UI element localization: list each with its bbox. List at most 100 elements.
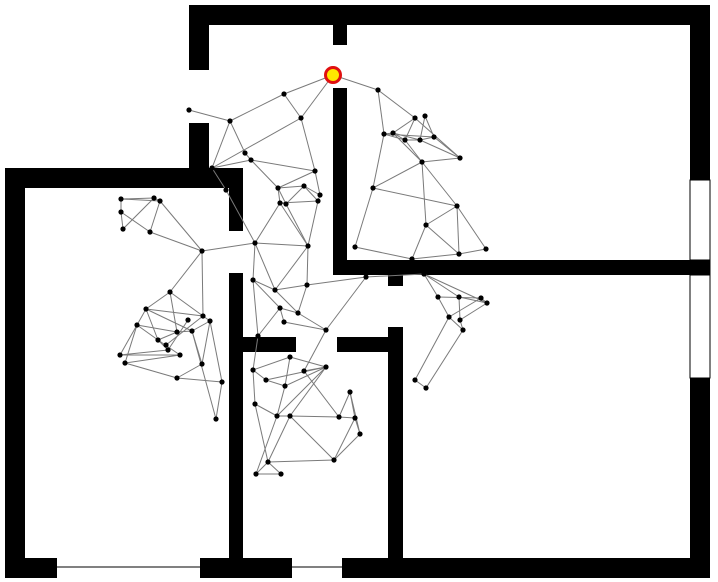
roadmap-edge (149, 231, 203, 252)
wall-top (189, 5, 710, 25)
roadmap-edge (303, 329, 327, 372)
roadmap-node (312, 168, 318, 174)
roadmap-node (278, 471, 284, 477)
roadmap-edge (149, 200, 161, 233)
roadmap-node (381, 131, 387, 137)
roadmap-edge (157, 331, 178, 341)
wall-upper-divider-top (333, 5, 347, 45)
wall-left-outer (5, 168, 25, 578)
roadmap-node (227, 118, 233, 124)
roadmap-node (336, 414, 342, 420)
roadmap-node (281, 91, 287, 97)
roadmap-node (263, 377, 269, 383)
roadmap-node (163, 342, 169, 348)
roadmap-node (265, 459, 271, 465)
roadmap-node (143, 306, 149, 312)
window-right (689, 179, 711, 379)
roadmap-edge (456, 205, 460, 255)
roadmap-node (457, 317, 463, 323)
roadmap-edge (215, 381, 223, 420)
roadmap-edge (300, 117, 316, 172)
roadmap-node (370, 185, 376, 191)
roadmap-node (419, 159, 425, 165)
roadmap-edge (252, 369, 267, 381)
start-node[interactable] (324, 66, 342, 84)
roadmap-edge (289, 366, 327, 417)
roadmap-node (272, 287, 278, 293)
roadmap-edge (297, 284, 308, 314)
roadmap-edge (354, 246, 413, 260)
roadmap-node (277, 200, 283, 206)
roadmap-node (151, 195, 157, 201)
roadmap-node (252, 401, 258, 407)
roadmap-edge (433, 136, 461, 159)
start-marker[interactable] (324, 66, 342, 84)
roadmap-node (357, 431, 363, 437)
roadmap-node (287, 413, 293, 419)
roadmap-nodes (117, 72, 490, 477)
wall-upper-left-stub (189, 5, 209, 70)
roadmap-edge (229, 93, 285, 122)
wall-bottom-3 (342, 558, 710, 578)
roadmap-edge (392, 132, 421, 141)
roadmap-edge (425, 224, 460, 255)
roadmap-edge (283, 321, 327, 331)
roadmap-edge (252, 242, 256, 281)
roadmap-node (117, 352, 123, 358)
roadmap-edge (145, 308, 204, 317)
roadmap-edge (333, 433, 361, 461)
walls (5, 5, 711, 578)
wall-bottom-2 (200, 558, 292, 578)
roadmap-node (189, 328, 195, 334)
roadmap-node (219, 379, 225, 385)
roadmap-edge (136, 324, 159, 341)
wall-stub-small (388, 260, 403, 286)
roadmap-edge (191, 330, 217, 420)
roadmap-node (331, 457, 337, 463)
roadmap-edge (211, 120, 231, 169)
roadmap-node (177, 352, 183, 358)
roadmap-edge (424, 115, 435, 138)
roadmap-node (147, 229, 153, 235)
roadmap-edge (157, 339, 181, 356)
wall-upper-left-stub-lower (189, 123, 209, 178)
roadmap-node (478, 295, 484, 301)
roadmap-edge (277, 170, 316, 189)
roadmap-node (422, 113, 428, 119)
roadmap-edge (284, 366, 327, 387)
roadmap-edge (307, 200, 319, 247)
roadmap-edge (458, 296, 461, 321)
roadmap-node (375, 87, 381, 93)
roadmap-edge (122, 197, 155, 230)
roadmap-edge (267, 415, 291, 463)
roadmap-edge (383, 133, 406, 141)
roadmap-edge (267, 461, 282, 475)
roadmap-edge (279, 202, 309, 247)
roadmap-edge (421, 161, 458, 207)
wall-left-room-top (5, 168, 243, 188)
roadmap-node (186, 107, 192, 113)
roadmap-edge (254, 242, 276, 291)
wall-left-room-right-lower (229, 273, 243, 578)
roadmap-node (185, 317, 191, 323)
roadmap-edge (124, 324, 138, 364)
roadmap-node (252, 240, 258, 246)
roadmap-node (165, 347, 171, 353)
roadmap-edge (252, 279, 281, 309)
roadmap-node (412, 377, 418, 383)
wall-bottom-1 (5, 558, 57, 578)
roadmap-edge (225, 189, 256, 244)
roadmap-edge (120, 211, 151, 233)
roadmap-node (199, 248, 205, 254)
roadmap-edge (423, 273, 460, 298)
roadmap-edge (201, 250, 204, 317)
roadmap-edge (377, 89, 416, 119)
roadmap-edge (459, 302, 488, 321)
roadmap-edge (191, 320, 211, 332)
roadmap-edge (136, 308, 147, 326)
roadmap-node (323, 364, 329, 370)
roadmap-node (199, 361, 205, 367)
roadmap-edge (423, 273, 488, 304)
roadmap-edge (285, 185, 305, 205)
